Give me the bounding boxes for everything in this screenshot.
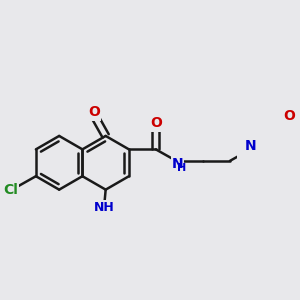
Text: O: O xyxy=(88,105,100,119)
Text: O: O xyxy=(283,109,295,123)
Text: N: N xyxy=(172,157,183,171)
Text: NH: NH xyxy=(94,201,115,214)
Text: H: H xyxy=(177,163,187,173)
Text: Cl: Cl xyxy=(3,183,18,197)
Text: N: N xyxy=(244,139,256,152)
Text: O: O xyxy=(150,116,162,130)
